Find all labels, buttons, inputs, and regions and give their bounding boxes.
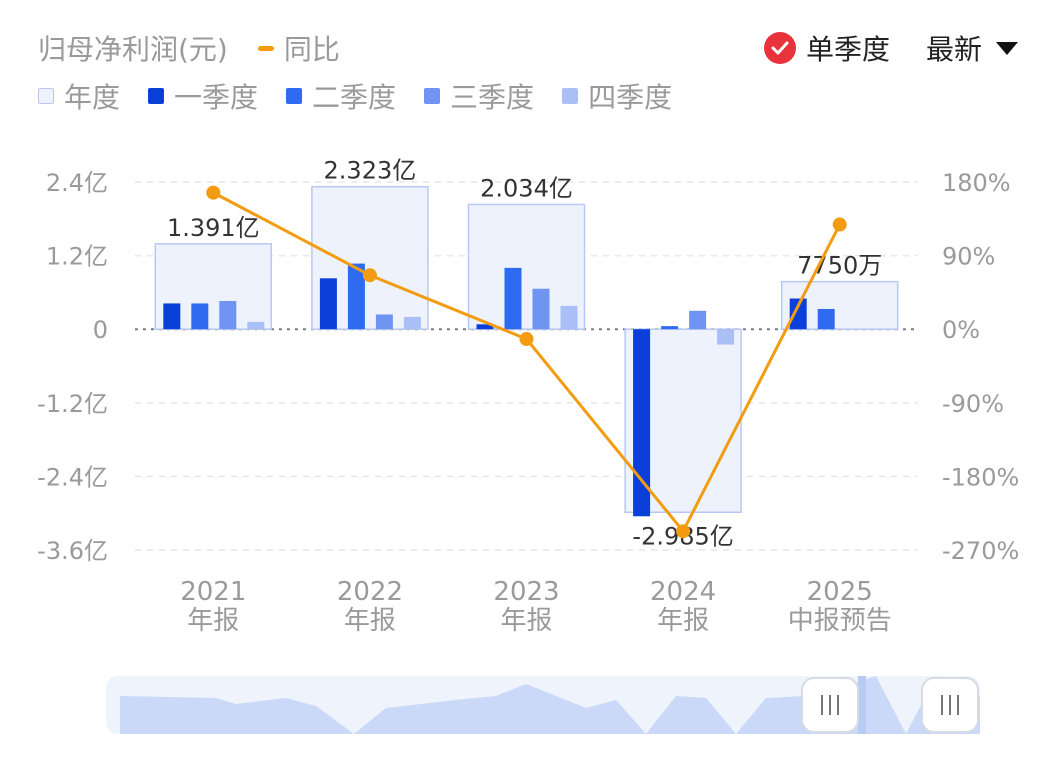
- legend-label-q4: 四季度: [588, 81, 673, 114]
- quarter-bar: [689, 310, 707, 330]
- chart-controls: 单季度 最新: [763, 28, 1018, 68]
- x-tick-label: 2021: [180, 577, 246, 607]
- y-left-tick-label: 2.4亿: [46, 169, 108, 197]
- annual-bar: [154, 243, 273, 330]
- period-select[interactable]: 最新: [925, 33, 982, 66]
- yoy-point: [832, 217, 847, 232]
- y-left-tick-label: -3.6亿: [37, 537, 108, 565]
- grip-icon: [941, 695, 959, 715]
- legend-item-q2[interactable]: 二季度: [286, 76, 396, 116]
- chart-header: 归母净利润(元) 同比: [38, 28, 340, 68]
- quarter-bar: [191, 303, 209, 330]
- grip-icon: [821, 695, 839, 715]
- yoy-line-swatch: [257, 45, 274, 51]
- quarter-bar: [504, 267, 522, 330]
- q2-swatch: [286, 88, 303, 104]
- checked-circle-icon[interactable]: [763, 32, 796, 64]
- legend-label-annual: 年度: [64, 81, 121, 114]
- x-tick-label: 年报: [500, 606, 552, 636]
- y-left-tick-label: -1.2亿: [37, 390, 108, 418]
- x-tick-label: 2022: [337, 577, 403, 607]
- annual-swatch: [38, 88, 54, 104]
- x-tick-label: 2024: [650, 577, 716, 607]
- y-right-tick-label: -180%: [942, 463, 1019, 491]
- y-left-tick-label: 0: [93, 316, 108, 344]
- zoom-selection: [858, 676, 866, 734]
- legend-label-q3: 三季度: [450, 81, 535, 114]
- legend-item-yoy[interactable]: 同比: [257, 28, 340, 68]
- yoy-point: [206, 185, 221, 200]
- caret-down-icon[interactable]: [996, 41, 1018, 55]
- checkmark-icon: [771, 41, 789, 55]
- quarter-bar: [817, 308, 835, 330]
- q1-swatch: [148, 88, 165, 104]
- legend-item-annual[interactable]: 年度: [38, 76, 120, 116]
- yoy-point: [362, 268, 377, 283]
- legend-label-q2: 二季度: [312, 81, 397, 114]
- quarter-bar: [247, 321, 265, 330]
- x-tick-label: 2023: [493, 577, 559, 607]
- x-tick-label: 年报: [657, 606, 709, 636]
- yoy-point: [519, 332, 534, 347]
- chart-title: 归母净利润(元): [38, 33, 228, 66]
- annual-value-label: 7750万: [797, 252, 882, 280]
- quarter-bar: [375, 314, 393, 330]
- legend-label-yoy: 同比: [283, 33, 340, 66]
- y-left-tick-label: -2.4亿: [37, 463, 108, 491]
- quarter-bar: [347, 263, 365, 330]
- quarter-bar: [789, 298, 807, 330]
- quarter-bar: [403, 316, 421, 330]
- quarter-bar: [319, 278, 337, 330]
- quarter-bar: [633, 329, 651, 517]
- legend-item-q1[interactable]: 一季度: [148, 76, 258, 116]
- y-left-tick-label: 1.2亿: [46, 243, 108, 271]
- x-tick-label: 年报: [187, 606, 239, 636]
- quarter-bar: [717, 329, 735, 345]
- annual-value-label: 2.034亿: [480, 174, 573, 202]
- zoom-preview-area: [120, 676, 980, 734]
- legend-label-q1: 一季度: [174, 81, 259, 114]
- y-right-tick-label: -90%: [942, 390, 1004, 418]
- quarter-bar: [560, 305, 578, 330]
- quarter-bar: [163, 303, 181, 330]
- legend: 年度 一季度 二季度 三季度 四季度: [38, 76, 700, 116]
- x-tick-label: 中报预告: [788, 606, 892, 636]
- y-right-tick-label: 180%: [942, 169, 1011, 197]
- q4-swatch: [562, 88, 579, 104]
- annual-value-label: 2.323亿: [324, 157, 417, 185]
- annual-value-label: 1.391亿: [167, 214, 260, 242]
- quarter-bar: [532, 288, 550, 330]
- x-tick-label: 2025: [807, 577, 873, 607]
- yoy-point: [676, 524, 691, 539]
- x-tick-label: 年报: [344, 606, 396, 636]
- quarter-bar: [219, 300, 237, 330]
- chart-plot: 2.4亿 1.2亿 0 -1.2亿 -2.4亿 -3.6亿 180% 90% 0% -90% -18…: [37, 157, 1019, 636]
- legend-item-q3[interactable]: 三季度: [424, 76, 534, 116]
- y-right-tick-label: -270%: [942, 537, 1019, 565]
- legend-item-q4[interactable]: 四季度: [562, 76, 672, 116]
- single-quarter-toggle[interactable]: 单季度: [805, 33, 890, 66]
- y-right-tick-label: 90%: [942, 243, 995, 271]
- zoom-slider[interactable]: [106, 676, 980, 734]
- quarter-bar: [476, 324, 494, 330]
- y-right-tick-label: 0%: [942, 316, 980, 344]
- quarter-bar: [661, 326, 679, 330]
- q3-swatch: [424, 88, 441, 104]
